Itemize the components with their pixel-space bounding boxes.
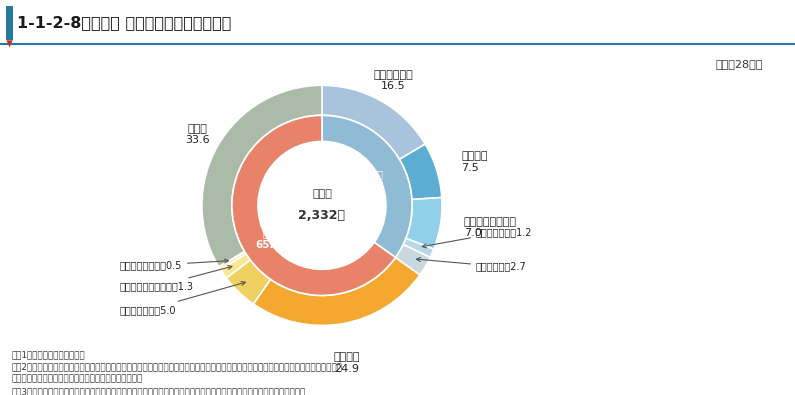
Circle shape bbox=[259, 143, 385, 268]
Wedge shape bbox=[322, 85, 425, 160]
Text: 注　1　警察庁の統計による。: 注 1 警察庁の統計による。 bbox=[12, 350, 86, 359]
Text: その他
33.6: その他 33.6 bbox=[185, 124, 210, 145]
Text: （平成28年）: （平成28年） bbox=[716, 59, 763, 69]
Text: タクシー強盗　5.0: タクシー強盗 5.0 bbox=[120, 282, 246, 315]
Text: 2,332件: 2,332件 bbox=[298, 209, 346, 222]
Wedge shape bbox=[322, 115, 412, 258]
Wedge shape bbox=[395, 245, 430, 275]
Wedge shape bbox=[399, 144, 442, 199]
Text: 路上強盗
24.9: 路上強盗 24.9 bbox=[333, 352, 360, 374]
Text: 非侵入
強盗
65.2: 非侵入 強盗 65.2 bbox=[256, 216, 281, 250]
Text: 途　中　強　盗　0.5: 途 中 強 盗 0.5 bbox=[120, 259, 228, 271]
Text: た上で，その者から金品を強取するものをいう。: た上で，その者から金品を強取するものをいう。 bbox=[12, 374, 143, 384]
Wedge shape bbox=[221, 254, 250, 278]
Text: 2　「途中強盗」は，金品を輸送中の者又は銀行等に預金に行く途中若しくは銀行等から払戻しを受けて帰る途中の者であることを知っ: 2 「途中強盗」は，金品を輸送中の者又は銀行等に預金に行く途中若しくは銀行等から… bbox=[12, 362, 343, 371]
Polygon shape bbox=[6, 40, 13, 47]
Wedge shape bbox=[227, 260, 270, 304]
Text: そ　の　他　2.7: そ の 他 2.7 bbox=[417, 258, 527, 272]
Wedge shape bbox=[202, 85, 322, 267]
Text: 1-1-2-8図　強盗 認知件数の手口別構成比: 1-1-2-8図 強盗 認知件数の手口別構成比 bbox=[17, 15, 232, 30]
Wedge shape bbox=[254, 258, 420, 325]
Text: その他の店舗強盗
7.0: その他の店舗強盗 7.0 bbox=[463, 216, 517, 238]
Text: コンビニ強盗
16.5: コンビニ強盗 16.5 bbox=[373, 70, 413, 91]
Wedge shape bbox=[405, 198, 442, 249]
Wedge shape bbox=[403, 238, 434, 258]
Bar bbox=[6, 6, 13, 40]
Text: 総　数: 総 数 bbox=[312, 189, 332, 199]
Wedge shape bbox=[219, 251, 246, 270]
Text: 住宅強盗
7.5: 住宅強盗 7.5 bbox=[462, 151, 488, 173]
Text: その他の自動車強盗　1.3: その他の自動車強盗 1.3 bbox=[120, 265, 232, 292]
Wedge shape bbox=[232, 115, 395, 295]
Text: 侵入強盗
34.8: 侵入強盗 34.8 bbox=[359, 169, 384, 191]
Text: 3　「タクシー強盗」及び「その他の自動車強盗」は，自動車に乗車中の者から自動車又は金品を強取するものをいう。: 3 「タクシー強盗」及び「その他の自動車強盗」は，自動車に乗車中の者から自動車又… bbox=[12, 387, 306, 395]
Text: 金融機関強盗　1.2: 金融機関強盗 1.2 bbox=[422, 227, 533, 248]
